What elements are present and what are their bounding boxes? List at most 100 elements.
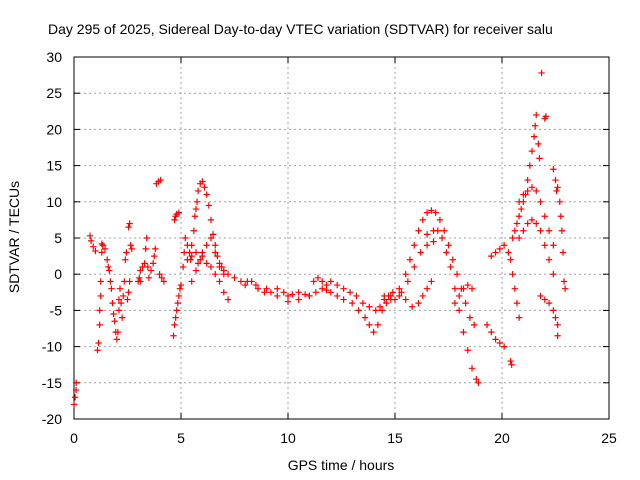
data-point (252, 281, 260, 289)
data-point (220, 289, 227, 296)
data-point (537, 227, 544, 234)
data-point (117, 299, 125, 307)
data-point (176, 285, 184, 292)
data-point (170, 332, 177, 339)
data-point (376, 303, 384, 310)
data-point (301, 291, 309, 298)
data-point (423, 242, 431, 249)
data-point (310, 278, 317, 285)
data-point (391, 296, 399, 303)
data-point (423, 285, 431, 292)
data-points (70, 69, 569, 408)
axis-ticks: 0 5 10 15 20 25 -20 -15 -10 -5 0 5 10 15 20 25 30 (42, 49, 617, 446)
data-point (383, 299, 390, 307)
data-point (515, 198, 523, 205)
data-point (513, 220, 521, 227)
data-point (97, 292, 104, 300)
data-point (160, 278, 168, 285)
data-point (507, 256, 514, 263)
data-point (513, 299, 521, 307)
data-point (528, 184, 536, 191)
data-point (398, 289, 405, 296)
data-point (179, 263, 187, 271)
data-point (554, 184, 561, 191)
x-tick-label: 15 (387, 430, 403, 446)
data-point (500, 242, 508, 249)
y-tick-label: -10 (42, 339, 62, 355)
x-axis-label: GPS time / hours (288, 457, 395, 473)
data-point (115, 296, 123, 303)
data-point (488, 328, 495, 336)
data-point (550, 271, 557, 278)
data-point (432, 209, 439, 216)
data-point (460, 285, 467, 292)
data-point (451, 285, 459, 292)
data-point (415, 227, 422, 234)
data-point (515, 213, 523, 220)
data-point (92, 247, 99, 255)
data-point (423, 209, 431, 216)
data-point (537, 292, 544, 300)
data-point (550, 307, 557, 314)
data-point (137, 278, 144, 285)
y-tick-label: 15 (46, 158, 62, 174)
y-tick-label: 20 (46, 121, 62, 137)
data-point (182, 234, 189, 242)
data-point (518, 205, 525, 213)
data-point (396, 285, 403, 292)
data-point (417, 249, 424, 256)
data-point (559, 249, 567, 256)
data-point (181, 249, 188, 256)
data-point (121, 278, 128, 285)
data-point (319, 285, 326, 292)
data-point (191, 213, 199, 220)
data-point (192, 267, 200, 274)
data-point (545, 299, 553, 307)
data-point (175, 292, 183, 300)
data-point (511, 227, 519, 234)
data-point (105, 263, 112, 271)
data-point (126, 220, 133, 227)
data-point (108, 285, 115, 292)
data-point (449, 256, 456, 263)
data-point (94, 347, 101, 354)
x-tick-label: 20 (494, 430, 510, 446)
data-point (327, 289, 334, 296)
data-point (515, 234, 523, 242)
data-point (366, 303, 373, 310)
data-point (423, 231, 431, 238)
data-point (464, 281, 471, 289)
y-tick-label: 10 (46, 194, 62, 210)
data-point (199, 178, 206, 185)
data-point (408, 303, 416, 310)
data-point (443, 249, 450, 256)
data-point (483, 321, 491, 329)
data-point (389, 289, 397, 296)
data-point (533, 220, 540, 227)
data-point (142, 245, 149, 253)
data-point (224, 296, 232, 303)
x-tick-label: 25 (601, 430, 617, 446)
data-point (98, 240, 106, 247)
data-point (438, 234, 446, 242)
data-point (207, 216, 215, 224)
data-point (508, 361, 515, 368)
data-point (520, 227, 527, 234)
data-point (173, 307, 180, 314)
data-point (87, 237, 95, 245)
data-point (295, 296, 302, 303)
data-point (554, 332, 561, 339)
data-point (107, 278, 114, 285)
data-point (284, 298, 292, 305)
data-point (535, 140, 542, 148)
data-point (533, 187, 540, 195)
data-point (72, 386, 80, 394)
data-point (284, 292, 292, 300)
data-point (115, 307, 123, 314)
data-point (139, 263, 146, 271)
data-point (90, 243, 97, 250)
data-point (248, 278, 255, 285)
data-point (462, 299, 469, 307)
data-point (242, 281, 249, 289)
